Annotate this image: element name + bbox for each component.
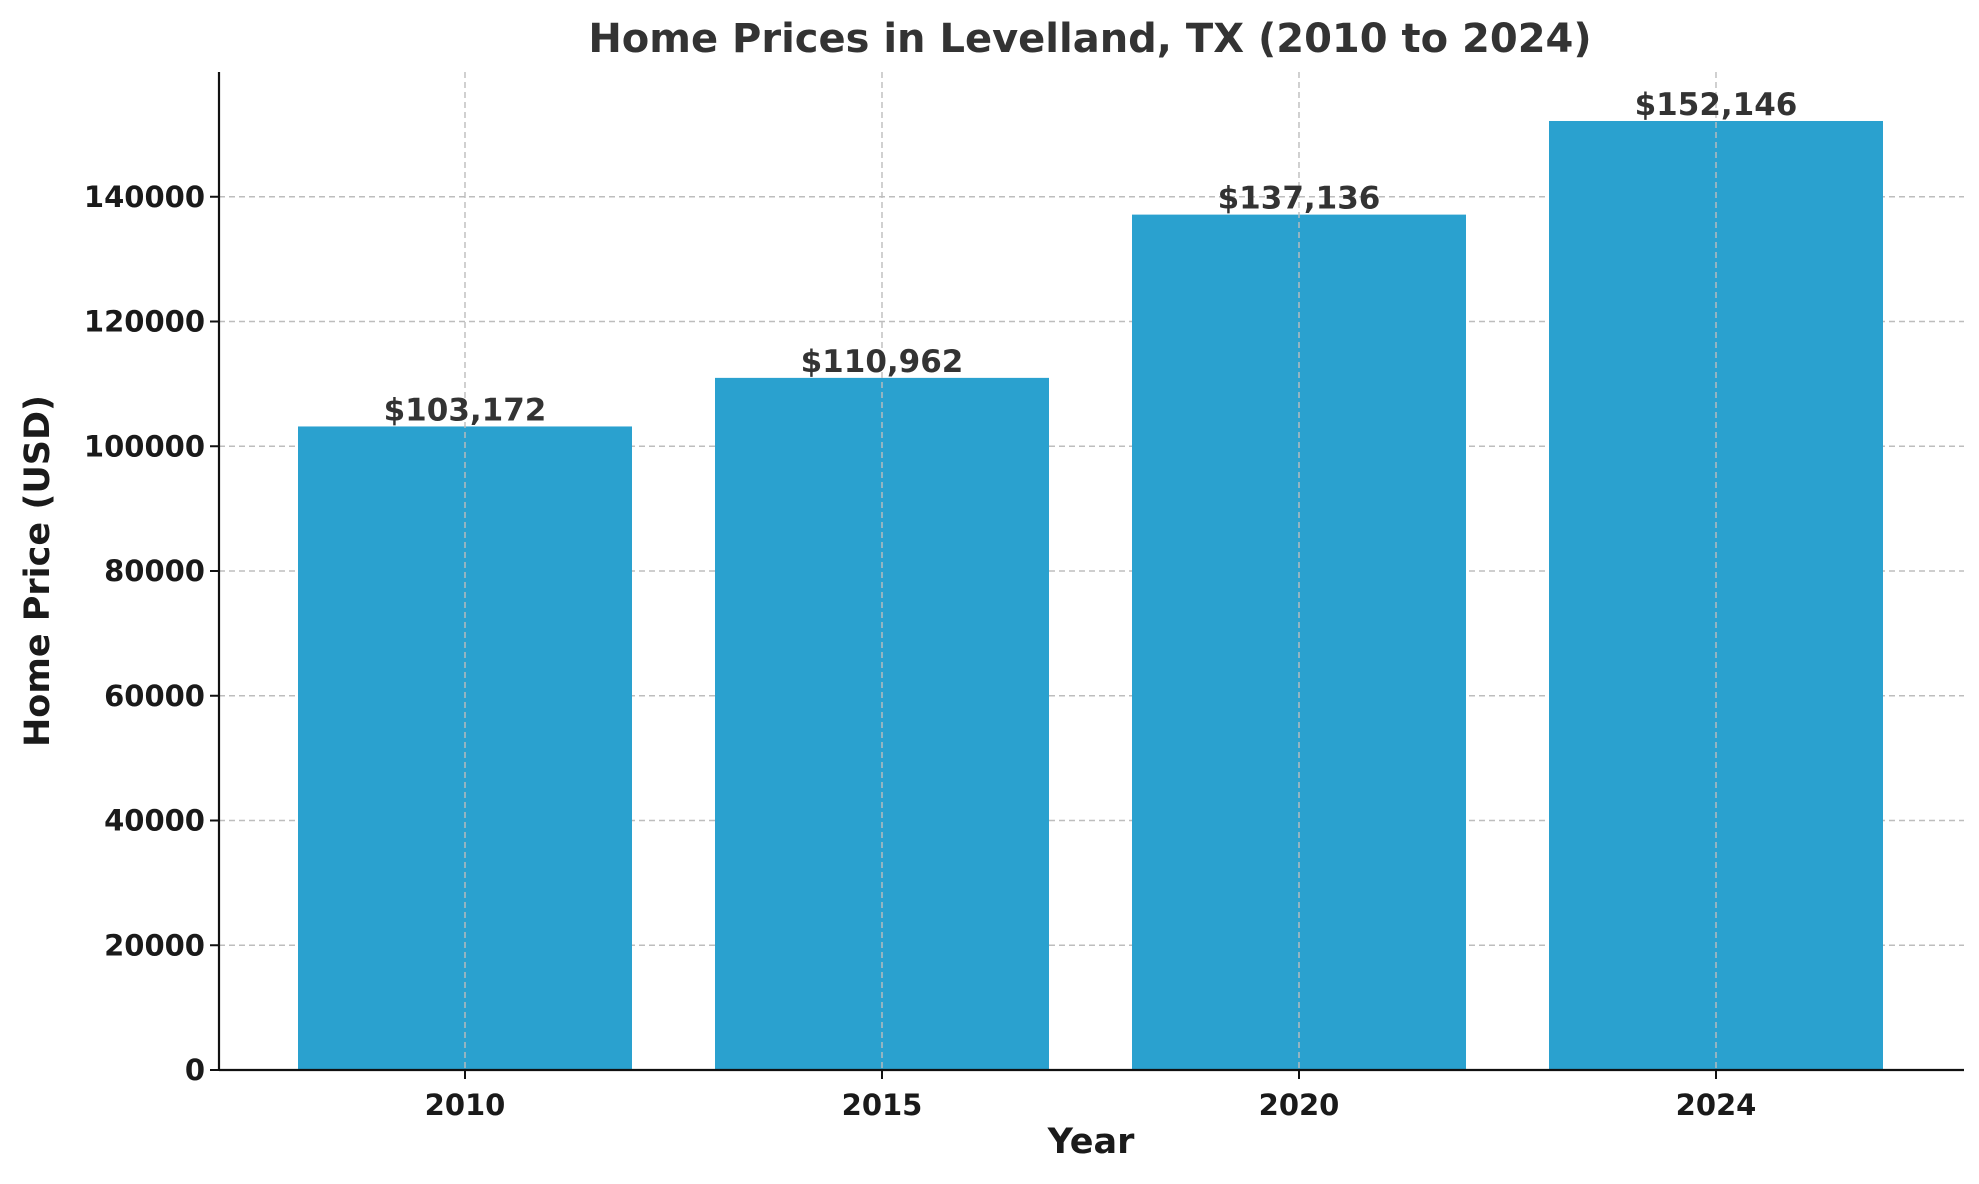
data-labels: $103,172 $110,962 $137,136 $152,146 (384, 87, 1798, 428)
x-tick-label: 2015 (842, 1088, 923, 1122)
chart-title: Home Prices in Levelland, TX (2010 to 20… (588, 16, 1591, 62)
x-tick-label: 2020 (1259, 1088, 1340, 1122)
y-tick-label: 0 (185, 1053, 205, 1087)
x-axis-label: Year (1047, 1122, 1135, 1162)
y-axis-label: Home Price (USD) (18, 395, 58, 747)
bars (298, 120, 1883, 1071)
y-tick-label: 100000 (84, 429, 205, 463)
y-tick-label: 20000 (104, 928, 205, 962)
data-label-2015: $110,962 (801, 344, 964, 380)
x-grid-lines (464, 72, 1717, 1070)
y-tick-label: 120000 (84, 305, 205, 339)
data-label-2020: $137,136 (1218, 181, 1381, 217)
x-ticks: 2010 2015 2020 2024 (425, 1070, 1757, 1122)
data-label-2010: $103,172 (384, 392, 547, 428)
y-ticks: 0 20000 40000 60000 80000 100000 120000 140000 (84, 180, 219, 1087)
y-tick-label: 60000 (104, 679, 205, 713)
y-tick-label: 40000 (104, 804, 205, 838)
x-tick-label: 2024 (1676, 1088, 1757, 1122)
y-tick-label: 140000 (84, 180, 205, 214)
data-label-2024: $152,146 (1635, 87, 1798, 123)
y-tick-label: 80000 (104, 554, 205, 588)
x-tick-label: 2010 (425, 1088, 506, 1122)
